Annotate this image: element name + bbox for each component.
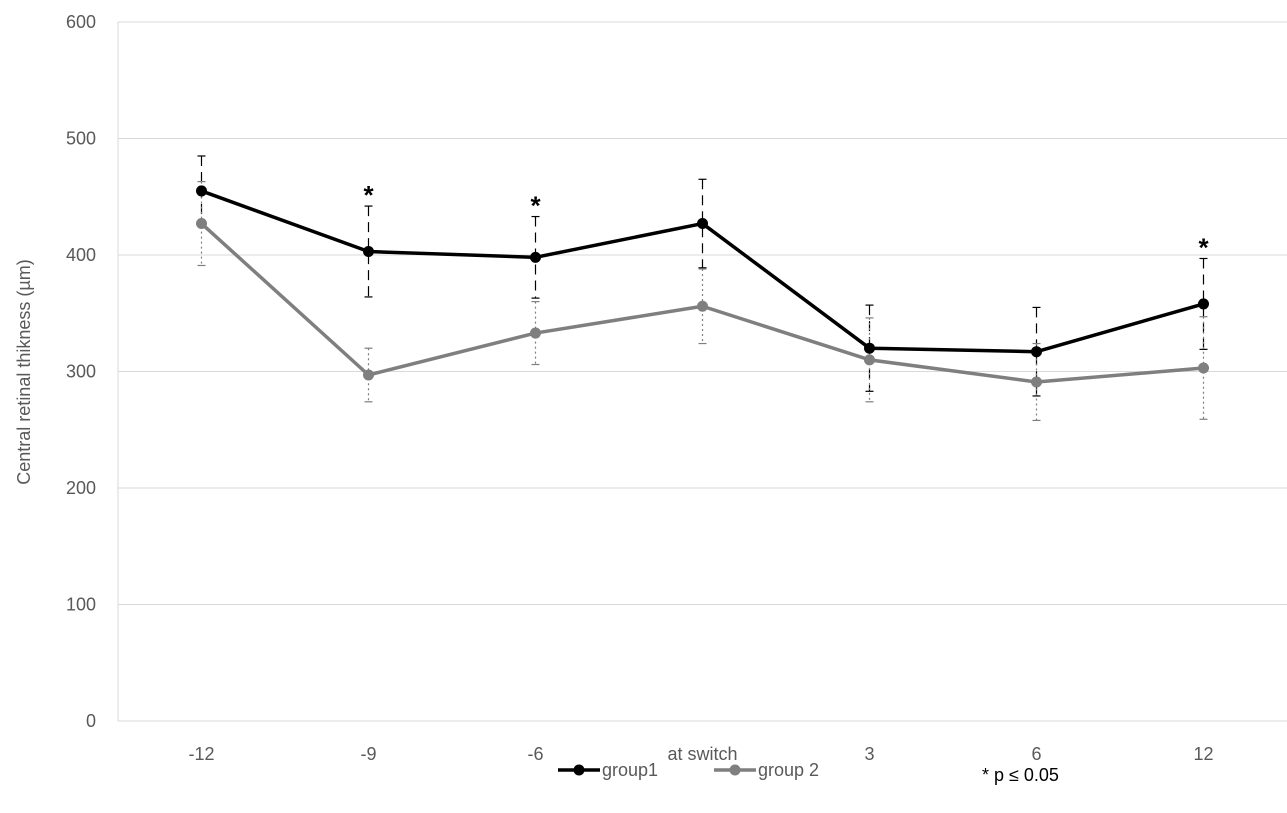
- significance-star: *: [363, 180, 374, 210]
- data-point: [864, 354, 875, 365]
- y-tick-label: 600: [66, 12, 96, 32]
- x-tick-label: -6: [527, 744, 543, 764]
- data-point: [1198, 298, 1209, 309]
- significance-star: *: [530, 191, 541, 221]
- data-point: [697, 218, 708, 229]
- data-point: [363, 369, 374, 380]
- data-point: [530, 328, 541, 339]
- legend-swatch-marker: [730, 765, 741, 776]
- data-point: [530, 252, 541, 263]
- significance-note: * p ≤ 0.05: [982, 765, 1059, 785]
- x-tick-labels: -12 -9 -6 at switch 3 6 12: [188, 744, 1213, 764]
- x-tick-label: at switch: [667, 744, 737, 764]
- gridlines: [118, 22, 1287, 605]
- y-tick-label: 500: [66, 129, 96, 149]
- y-tick-label: 200: [66, 478, 96, 498]
- y-tick-label: 100: [66, 595, 96, 615]
- data-point: [196, 185, 207, 196]
- legend-label: group1: [602, 760, 658, 780]
- y-tick-label: 0: [86, 711, 96, 731]
- data-point: [1031, 376, 1042, 387]
- legend-label: group 2: [758, 760, 819, 780]
- data-point: [196, 218, 207, 229]
- legend-swatch-marker: [574, 765, 585, 776]
- significance-star: *: [1198, 232, 1209, 262]
- y-tick-labels: 0 100 200 300 400 500 600: [66, 12, 96, 731]
- y-tick-label: 300: [66, 362, 96, 382]
- data-point: [1198, 363, 1209, 374]
- legend-item: group1: [558, 760, 658, 780]
- x-tick-label: -12: [188, 744, 214, 764]
- x-tick-label: 12: [1193, 744, 1213, 764]
- significance-markers: * * *: [363, 180, 1209, 262]
- data-point: [864, 343, 875, 354]
- y-axis-label: Central retinal thikness (µm): [14, 259, 34, 484]
- data-point: [363, 246, 374, 257]
- data-point: [697, 301, 708, 312]
- x-tick-label: -9: [360, 744, 376, 764]
- x-tick-label: 6: [1031, 744, 1041, 764]
- y-tick-label: 400: [66, 245, 96, 265]
- data-point: [1031, 346, 1042, 357]
- x-tick-label: 3: [864, 744, 874, 764]
